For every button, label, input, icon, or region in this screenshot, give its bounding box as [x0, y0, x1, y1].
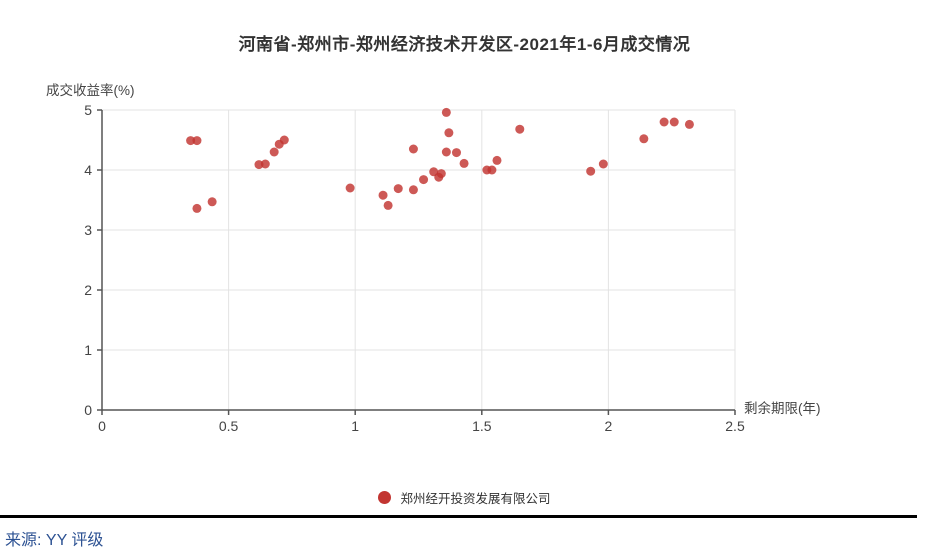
data-point	[659, 117, 669, 127]
data-point	[192, 203, 202, 213]
data-point	[639, 134, 649, 144]
legend-marker-icon	[378, 491, 392, 504]
data-point	[684, 119, 694, 129]
x-tick-label: 2.5	[725, 418, 745, 434]
tick-labels: 0 1 2 3 4 5 0 0.5 1 1.5 2 2.5	[84, 102, 745, 434]
chart-title: 河南省-郑州市-郑州经济技术开发区-2021年1-6月成交情况	[238, 35, 691, 54]
data-point	[207, 197, 217, 207]
scatter-plot: 0 1 2 3 4 5 0 0.5 1 1.5 2 2.5	[84, 102, 745, 434]
data-point	[441, 147, 451, 157]
y-tick-label: 4	[84, 162, 92, 178]
data-point	[459, 158, 469, 168]
x-tick-label: 0	[98, 418, 106, 434]
data-point	[492, 155, 502, 165]
y-tick-label: 1	[84, 342, 92, 358]
axes	[97, 109, 736, 415]
data-point	[408, 144, 418, 154]
x-tick-label: 1	[351, 418, 359, 434]
x-axis-title: 剩余期限(年)	[744, 401, 821, 416]
data-point	[186, 136, 196, 146]
chart-legend: 郑州经开投资发展有限公司	[0, 488, 929, 507]
y-tick-label: 0	[84, 402, 92, 418]
data-point	[451, 148, 461, 158]
data-point	[598, 159, 608, 169]
y-tick-label: 3	[84, 222, 92, 238]
x-tick-label: 1.5	[472, 418, 492, 434]
data-point	[515, 124, 525, 134]
data-point	[441, 107, 451, 117]
data-point	[345, 183, 355, 193]
data-point	[444, 128, 454, 138]
data-point	[269, 147, 279, 157]
separator-rule	[0, 515, 917, 518]
source-text: 来源: YY 评级	[5, 532, 104, 549]
data-point	[408, 185, 418, 195]
y-tick-label: 2	[84, 282, 92, 298]
x-tick-label: 2	[605, 418, 613, 434]
data-point	[383, 200, 393, 210]
data-point	[378, 190, 388, 200]
y-tick-label: 5	[84, 102, 92, 118]
gridlines	[102, 109, 736, 410]
legend-label: 郑州经开投资发展有限公司	[400, 492, 551, 506]
x-tick-label: 0.5	[219, 418, 239, 434]
data-point	[436, 169, 446, 179]
data-point	[669, 117, 679, 127]
y-axis-title: 成交收益率(%)	[46, 83, 135, 98]
data-point	[419, 175, 429, 185]
data-point	[393, 184, 403, 194]
data-point	[487, 165, 497, 175]
data-point	[260, 159, 270, 169]
data-point	[279, 135, 289, 145]
data-point	[586, 166, 596, 176]
data-points	[186, 107, 694, 213]
data-point	[192, 136, 202, 146]
